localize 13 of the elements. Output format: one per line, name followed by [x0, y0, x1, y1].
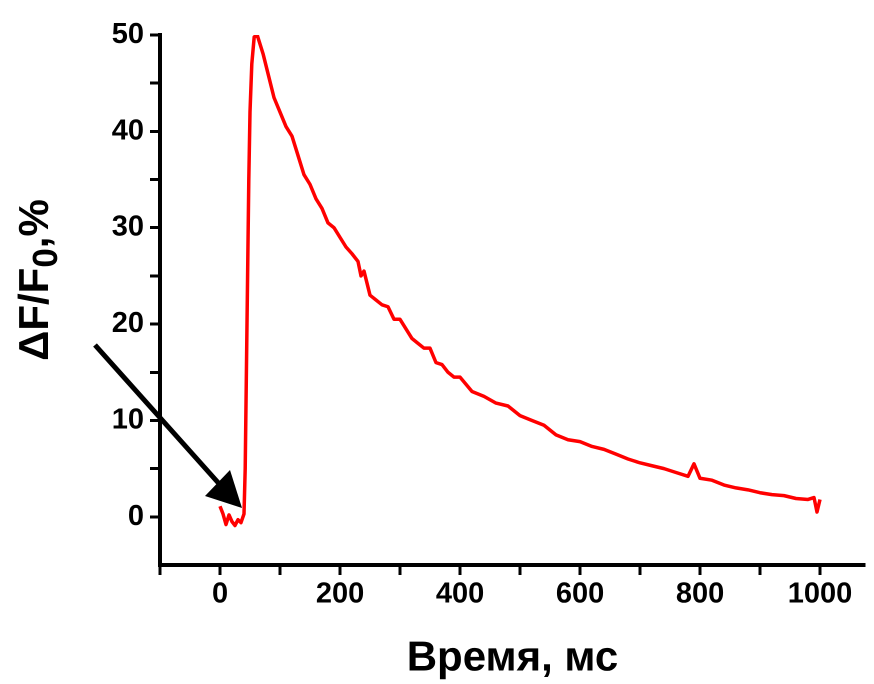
y-tick-label: 20 — [112, 307, 144, 340]
x-axis-title: Время, мс — [406, 632, 618, 680]
x-tick-label: 200 — [316, 577, 364, 610]
x-tick-label: 400 — [436, 577, 484, 610]
y-tick-label: 0 — [128, 500, 144, 532]
y-tick-label: 50 — [112, 18, 144, 50]
x-tick-label: 800 — [676, 577, 724, 610]
y-tick-label: 40 — [112, 114, 144, 146]
x-tick-label: 600 — [556, 577, 604, 610]
y-tick-label: 10 — [112, 403, 144, 436]
x-tick-label: 0 — [212, 577, 228, 610]
x-tick-label: 1000 — [788, 577, 852, 610]
y-tick-label: 30 — [112, 210, 144, 243]
